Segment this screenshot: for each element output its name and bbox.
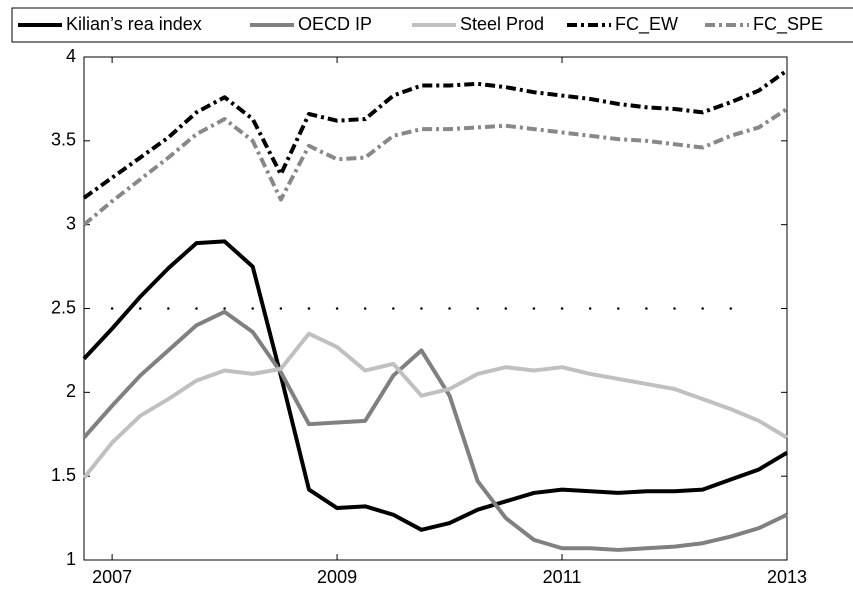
x-tick-label: 2011 [543, 567, 582, 587]
legend-label: Steel Prod [460, 14, 544, 34]
series-line [82, 107, 789, 227]
y-tick-label: 1.5 [51, 465, 76, 485]
y-tick-label: 4 [66, 46, 76, 66]
y-tick-label: 3 [66, 213, 76, 233]
x-tick-label: 2013 [767, 567, 807, 587]
y-tick-label: 2 [66, 381, 76, 401]
x-tick-label: 2009 [317, 567, 357, 587]
legend-label: FC_EW [615, 14, 678, 35]
y-tick-label: 1 [66, 549, 76, 569]
series-line [82, 331, 789, 480]
y-tick-label: 3.5 [51, 130, 76, 150]
y-tick-label: 2.5 [51, 297, 76, 317]
plot-frame [83, 56, 788, 561]
legend-label: OECD IP [298, 14, 372, 34]
x-tick-label: 2007 [92, 567, 132, 587]
series-line [82, 239, 789, 532]
series-line [82, 68, 789, 200]
series-line [82, 309, 788, 552]
legend-label: FC_SPE [753, 14, 823, 35]
legend-label: Kilian’s rea index [66, 14, 202, 34]
